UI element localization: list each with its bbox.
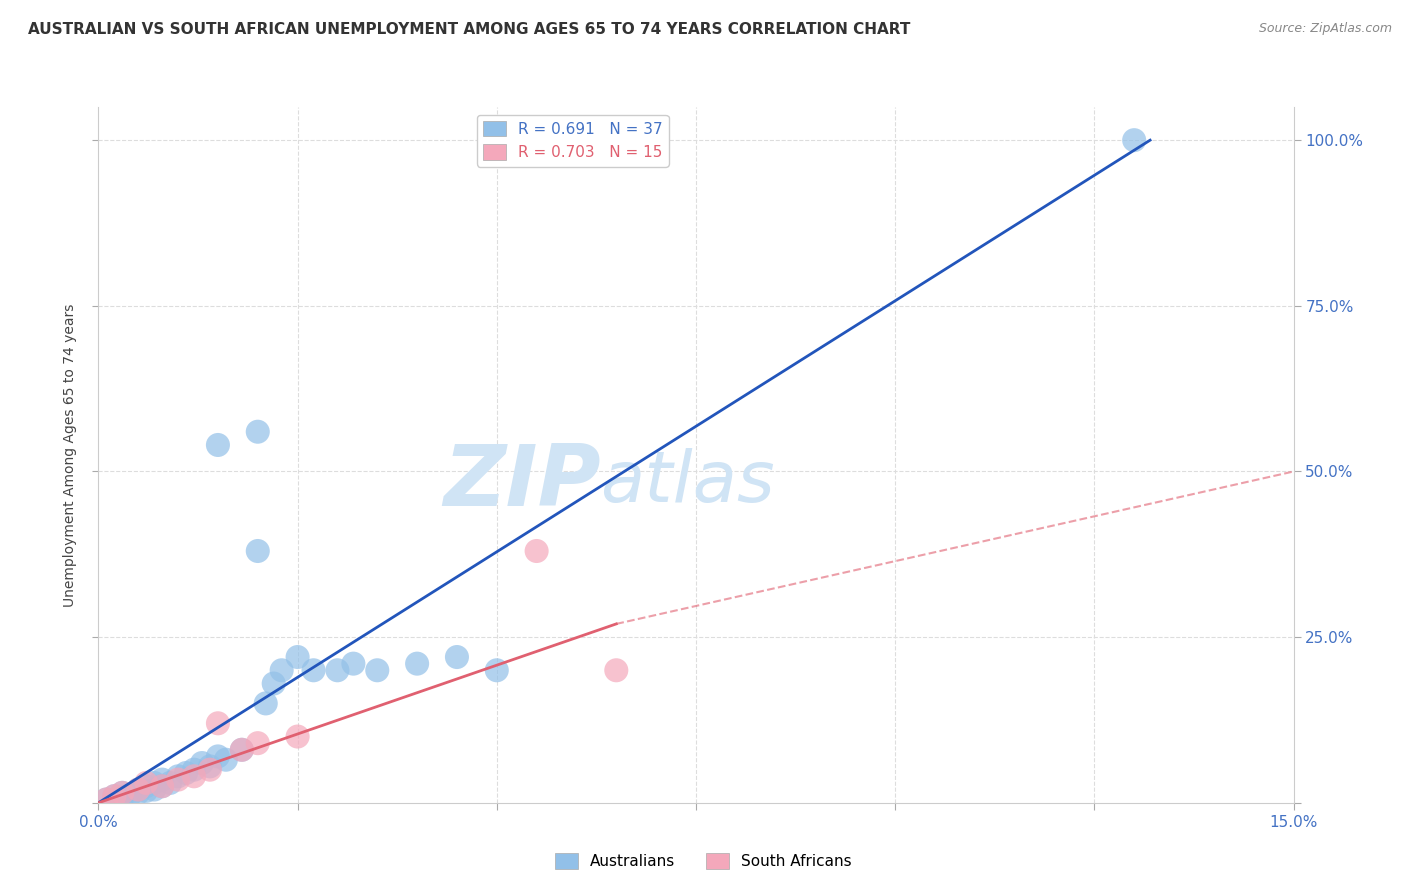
Point — [485, 663, 508, 677]
Point — [96, 792, 118, 806]
Point — [103, 789, 125, 804]
Point — [135, 779, 157, 793]
Point — [342, 657, 364, 671]
Point — [287, 650, 309, 665]
Point — [246, 425, 269, 439]
Point — [231, 743, 253, 757]
Point — [526, 544, 548, 558]
Point — [183, 769, 205, 783]
Point — [366, 663, 388, 677]
Text: Source: ZipAtlas.com: Source: ZipAtlas.com — [1258, 22, 1392, 36]
Point — [207, 749, 229, 764]
Point — [183, 763, 205, 777]
Point — [231, 743, 253, 757]
Point — [246, 736, 269, 750]
Point — [127, 782, 149, 797]
Point — [198, 759, 221, 773]
Point — [254, 697, 277, 711]
Point — [150, 772, 173, 787]
Point — [246, 544, 269, 558]
Point — [406, 657, 429, 671]
Legend: R = 0.691   N = 37, R = 0.703   N = 15: R = 0.691 N = 37, R = 0.703 N = 15 — [477, 115, 668, 167]
Point — [326, 663, 349, 677]
Point — [159, 776, 181, 790]
Point — [207, 716, 229, 731]
Point — [111, 786, 134, 800]
Y-axis label: Unemployment Among Ages 65 to 74 years: Unemployment Among Ages 65 to 74 years — [63, 303, 77, 607]
Point — [605, 663, 627, 677]
Legend: Australians, South Africans: Australians, South Africans — [548, 847, 858, 875]
Point — [287, 730, 309, 744]
Point — [96, 792, 118, 806]
Point — [302, 663, 325, 677]
Point — [167, 769, 190, 783]
Point — [103, 789, 125, 804]
Point — [111, 790, 134, 805]
Point — [143, 782, 166, 797]
Point — [127, 782, 149, 797]
Point — [143, 776, 166, 790]
Point — [215, 753, 238, 767]
Point — [135, 784, 157, 798]
Point — [207, 438, 229, 452]
Point — [191, 756, 214, 770]
Point — [270, 663, 292, 677]
Point — [127, 786, 149, 800]
Point — [198, 763, 221, 777]
Point — [150, 779, 173, 793]
Point — [446, 650, 468, 665]
Point — [111, 786, 134, 800]
Text: ZIP: ZIP — [443, 442, 600, 524]
Point — [1123, 133, 1146, 147]
Text: atlas: atlas — [600, 449, 775, 517]
Point — [135, 776, 157, 790]
Point — [167, 772, 190, 787]
Point — [120, 788, 142, 802]
Text: AUSTRALIAN VS SOUTH AFRICAN UNEMPLOYMENT AMONG AGES 65 TO 74 YEARS CORRELATION C: AUSTRALIAN VS SOUTH AFRICAN UNEMPLOYMENT… — [28, 22, 911, 37]
Point — [263, 676, 285, 690]
Point — [150, 779, 173, 793]
Point — [174, 766, 197, 780]
